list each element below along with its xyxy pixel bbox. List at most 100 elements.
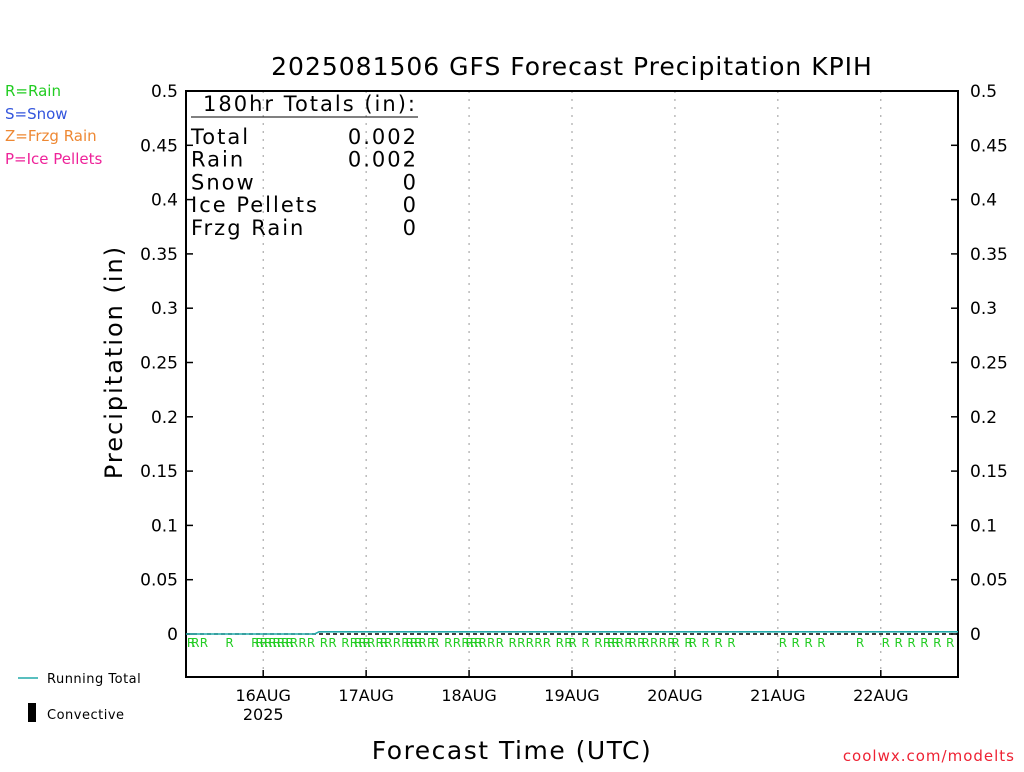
y-axis-left: 0 0.05 0.1 0.15 0.2 0.25 0.3 0.35 0.4 0.45 0.5 (140, 82, 193, 645)
credit-text: coolwx.com/modelts (843, 747, 1015, 765)
totals-value-frzg-rain: 0 (403, 216, 418, 240)
y-tick-label-left: 0.35 (140, 245, 178, 265)
ptype-rain-marker: R (581, 636, 589, 650)
ptype-rain-marker: R (298, 636, 306, 650)
x-tick-label: 21AUG (750, 686, 805, 705)
ptype-rain-marker: R (470, 636, 478, 650)
y-tick-label-left: 0.2 (151, 408, 178, 428)
ptype-rain-marker: R (671, 636, 679, 650)
y-tick-label-right: 0.35 (970, 245, 1008, 265)
legend-snow: S=Snow (5, 105, 68, 123)
ptype-rain-marker: R (526, 636, 534, 650)
ptype-rain-marker: R (341, 636, 349, 650)
totals-value-ice-pellets: 0 (403, 193, 418, 217)
x-tick-label: 17AUG (338, 686, 393, 705)
ptype-rain-marker: R (641, 636, 649, 650)
ptype-rain-marker: R (281, 636, 289, 650)
ptype-rain-marker: R (260, 636, 268, 650)
ptype-rain-marker: R (714, 636, 722, 650)
ptype-rain-marker: R (466, 636, 474, 650)
ptype-rain-marker: R (320, 636, 328, 650)
ptype-rain-marker: R (804, 636, 812, 650)
ptype-rain-marker: R (474, 636, 482, 650)
ptype-rain-marker: R (534, 636, 542, 650)
ptype-rain-marker: R (255, 636, 263, 650)
ptype-rain-marker: R (410, 636, 418, 650)
y-tick-label-left: 0.5 (151, 82, 178, 102)
y-tick-label-left: 0.45 (140, 136, 178, 156)
totals-label-frzg-rain: Frzg Rain (191, 216, 305, 240)
ptype-rain-marker: R (792, 636, 800, 650)
ptype-rain-marker: R (367, 636, 375, 650)
ptype-rain-marker: R (401, 636, 409, 650)
y-tick-label-left: 0.3 (151, 299, 178, 319)
ptype-rain-marker: R (564, 636, 572, 650)
y-tick-label-left: 0.15 (140, 462, 178, 482)
ptype-rain-marker: R (461, 636, 469, 650)
y-tick-label-right: 0.2 (970, 408, 997, 428)
chart-title: 2025081506 GFS Forecast Precipitation KP… (271, 52, 873, 81)
x-tick-label: 22AUG (853, 686, 908, 705)
y-tick-label-right: 0.05 (970, 571, 1008, 591)
legend-rain: R=Rain (5, 82, 61, 100)
y-tick-label-left: 0.4 (151, 191, 178, 211)
y-tick-label-right: 0.4 (970, 191, 997, 211)
ptype-rain-marker: R (384, 636, 392, 650)
ptype-rain-marker: R (603, 636, 611, 650)
ptype-rain-marker: R (414, 636, 422, 650)
y-axis-label: Precipitation (in) (100, 245, 128, 479)
totals-value-snow: 0 (403, 170, 418, 194)
ptype-rain-marker: R (376, 636, 384, 650)
ptype-rain-marker: R (701, 636, 709, 650)
ptype-rain-marker: R (569, 636, 577, 650)
ptype-rain-marker: R (393, 636, 401, 650)
ptype-rain-marker: R (616, 636, 624, 650)
ptype-rain-marker: R (946, 636, 954, 650)
ptype-rain-marker: R (273, 636, 281, 650)
legend-ice-pellets: P=Ice Pellets (5, 150, 102, 168)
y-tick-label-left: 0 (167, 625, 178, 645)
ptype-rain-marker: R (650, 636, 658, 650)
ptype-rain-marker: R (856, 636, 864, 650)
y-tick-label-right: 0.45 (970, 136, 1008, 156)
ptype-legend: R=Rain S=Snow Z=Frzg Rain P=Ice Pellets (5, 82, 102, 168)
totals-value-rain: 0.002 (348, 148, 418, 172)
ptype-rain-marker: R (496, 636, 504, 650)
totals-value-total: 0.002 (348, 125, 418, 149)
ptype-rain-marker: R (624, 636, 632, 650)
y-tick-label-left: 0.25 (140, 354, 178, 374)
ptype-rain-marker: R (920, 636, 928, 650)
ptype-rain-marker: R (907, 636, 915, 650)
y-tick-label-left: 0.05 (140, 571, 178, 591)
ptype-rain-marker: R (354, 636, 362, 650)
ptype-rain-marker: R (508, 636, 516, 650)
ptype-rain-marker: R (363, 636, 371, 650)
x-gridlines (262, 91, 882, 676)
totals-label-snow: Snow (191, 170, 256, 194)
y-tick-label-left: 0.1 (151, 516, 178, 536)
ptype-rain-marker: R (191, 636, 199, 650)
y-tick-label-right: 0.25 (970, 354, 1008, 374)
ptype-rain-marker: R (187, 636, 195, 650)
convective-swatch (28, 703, 36, 722)
y-tick-label-right: 0 (970, 625, 981, 645)
ptype-rain-marker: R (380, 636, 388, 650)
ptype-rain-marker: R (689, 636, 697, 650)
ptype-rain-marker: R (350, 636, 358, 650)
series-layer (186, 630, 958, 635)
running-total-label: Running Total (47, 672, 141, 687)
ptype-rain-marker: R (659, 636, 667, 650)
totals-box: 180hr Totals (in): Total 0.002 Rain 0.002 Sn… (190, 92, 418, 240)
convective-label: Convective (47, 708, 125, 723)
totals-label-ice-pellets: Ice Pellets (191, 193, 319, 217)
ptype-rain-marker: R (882, 636, 890, 650)
ptype-rain-marker: R (225, 636, 233, 650)
ptype-rain-marker: R (427, 636, 435, 650)
x-tick-sublabel: 2025 (243, 705, 284, 724)
y-axis-right: 0 0.05 0.1 0.15 0.2 0.25 0.3 0.35 0.4 0.45 0.5 (951, 82, 1008, 645)
ptype-rain-marker: R (431, 636, 439, 650)
